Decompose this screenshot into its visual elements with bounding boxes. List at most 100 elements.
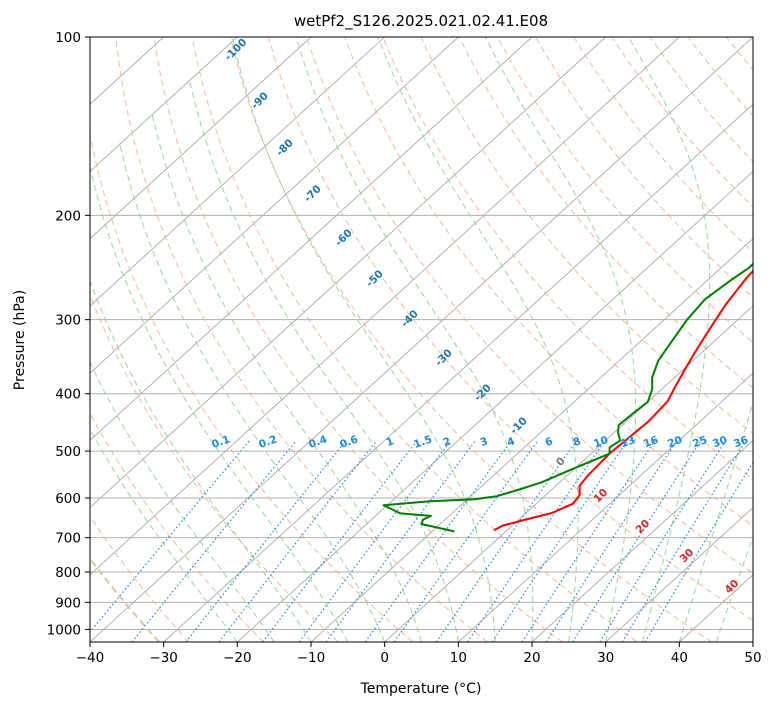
x-tick-label: 50 [744, 650, 761, 666]
sounding-profiles [382, 262, 753, 533]
dry-adiabat-line [268, 37, 753, 622]
moist-adiabat-line [484, 37, 637, 642]
y-tick-label: 300 [55, 313, 81, 329]
axes: −40 −30 −20 −10 0 10 20 30 40 5010020030040050060… [47, 30, 762, 666]
isotherm-line [90, 37, 459, 374]
y-tick-label: 700 [55, 531, 81, 547]
isotherm-line [605, 506, 753, 642]
moist-adiabat-line [90, 428, 238, 642]
mixing-ratio-label: 6 [543, 435, 554, 449]
isotherm-line [90, 37, 606, 509]
moist-adiabat-line [151, 112, 422, 642]
y-tick-label: 900 [55, 595, 81, 611]
x-axis-label: Temperature (°C) [360, 681, 482, 697]
dry-adiabat-line [306, 37, 753, 574]
moist-adiabat-line [90, 167, 349, 642]
y-axis-label: Pressure (hPa) [12, 290, 28, 390]
dry-adiabat-line [382, 37, 753, 481]
x-tick-label: 20 [523, 650, 540, 666]
moist-adiabat-line [377, 37, 579, 642]
mixing-ratio-line [131, 440, 297, 642]
mixing-ratio-label: 8 [571, 435, 582, 449]
mixing-ratio-label: 25 [691, 434, 709, 450]
isotherm-line [90, 37, 312, 240]
isotherm-line [384, 305, 753, 642]
mixing-ratio-line [435, 440, 578, 642]
mixing-ratio-line [545, 440, 678, 642]
moist-adiabat-line [118, 141, 386, 642]
mixing-ratio-line [364, 440, 513, 642]
mixing-ratio-label: 0.2 [257, 433, 279, 451]
mixing-ratio-line [521, 440, 656, 642]
mixing-ratio-line [491, 440, 629, 642]
moist-adiabat-line [90, 360, 275, 642]
y-tick-label: 600 [55, 491, 81, 507]
y-tick-label: 400 [55, 387, 81, 403]
dry-adiabat-line [344, 37, 753, 527]
mixing-ratio-line [90, 440, 251, 634]
isotherm-line [90, 37, 680, 576]
dry-adiabat-line [458, 37, 753, 389]
dry-adiabat-line [420, 37, 753, 435]
x-tick-label: −30 [149, 650, 178, 666]
x-tick-label: −20 [223, 650, 252, 666]
moist-adiabat-line [715, 535, 753, 642]
moist-adiabat-line [90, 279, 312, 642]
isotherm-line [163, 103, 753, 642]
x-tick-label: −40 [76, 650, 105, 666]
x-tick-label: −10 [297, 650, 326, 666]
mixing-ratio-label: 30 [711, 434, 729, 450]
mixing-ratio-line [467, 440, 606, 642]
x-tick-label: 0 [380, 650, 389, 666]
mixing-ratio-label: 3 [478, 435, 489, 449]
isotherm-line [90, 37, 533, 441]
mixing-ratio-label: 0.4 [307, 433, 329, 451]
moist-adiabat-line [231, 37, 496, 642]
mixing-ratio-label: 1.5 [412, 433, 434, 451]
moist-adiabat-line [188, 79, 459, 642]
x-tick-label: 10 [450, 650, 467, 666]
isotherm-line [90, 37, 238, 173]
background-lines [90, 37, 753, 642]
y-tick-label: 500 [55, 444, 81, 460]
mixing-ratio-line [644, 461, 753, 642]
dry-adiabat-line [496, 37, 753, 344]
mixing-ratio-line [218, 440, 378, 642]
mixing-ratio-line [572, 440, 702, 642]
dry-adiabat-line [229, 37, 712, 642]
dry-adiabat-line [90, 412, 264, 642]
dry-adiabat-line [649, 37, 753, 163]
x-tick-label: 40 [671, 650, 688, 666]
y-tick-label: 800 [55, 565, 81, 581]
moist-adiabat-line [295, 37, 534, 642]
mixing-ratio-label: 2 [441, 435, 452, 449]
temperature-profile-line [493, 269, 753, 532]
moist-adiabat-line [678, 400, 753, 642]
mixing-ratio-label: 36 [732, 434, 750, 450]
mixing-ratio-line [325, 440, 476, 642]
dry-adiabat-line [90, 131, 414, 642]
chart-title: wetPf2_S126.2025.021.02.41.E08 [294, 12, 548, 31]
mixing-ratio-label: 10 [592, 434, 610, 450]
dry-adiabat-line [153, 37, 563, 642]
mixing-ratio-label: 0.1 [210, 433, 232, 451]
mixing-ratio-label: 0.6 [338, 433, 360, 451]
mixing-ratio-label: 20 [666, 434, 684, 450]
isotherm-line [237, 170, 753, 642]
dry-adiabat-line [191, 37, 638, 642]
isotherm-line [90, 37, 385, 307]
dry-adiabat-line [573, 37, 753, 253]
x-tick-label: 30 [597, 650, 614, 666]
mixing-ratio-line [599, 440, 727, 642]
isotherm-line [458, 372, 753, 642]
plot-frame [89, 36, 754, 643]
mixing-ratio-line [621, 440, 747, 642]
isotherm-line [310, 238, 753, 642]
mixing-ratio-label: 1 [384, 435, 395, 449]
y-tick-label: 100 [55, 30, 81, 46]
dewpoint-profile-line [382, 262, 753, 533]
mixing-ratio-label: 4 [505, 435, 516, 449]
dry-adiabat-line [115, 37, 488, 642]
isotherm-line [531, 439, 753, 642]
